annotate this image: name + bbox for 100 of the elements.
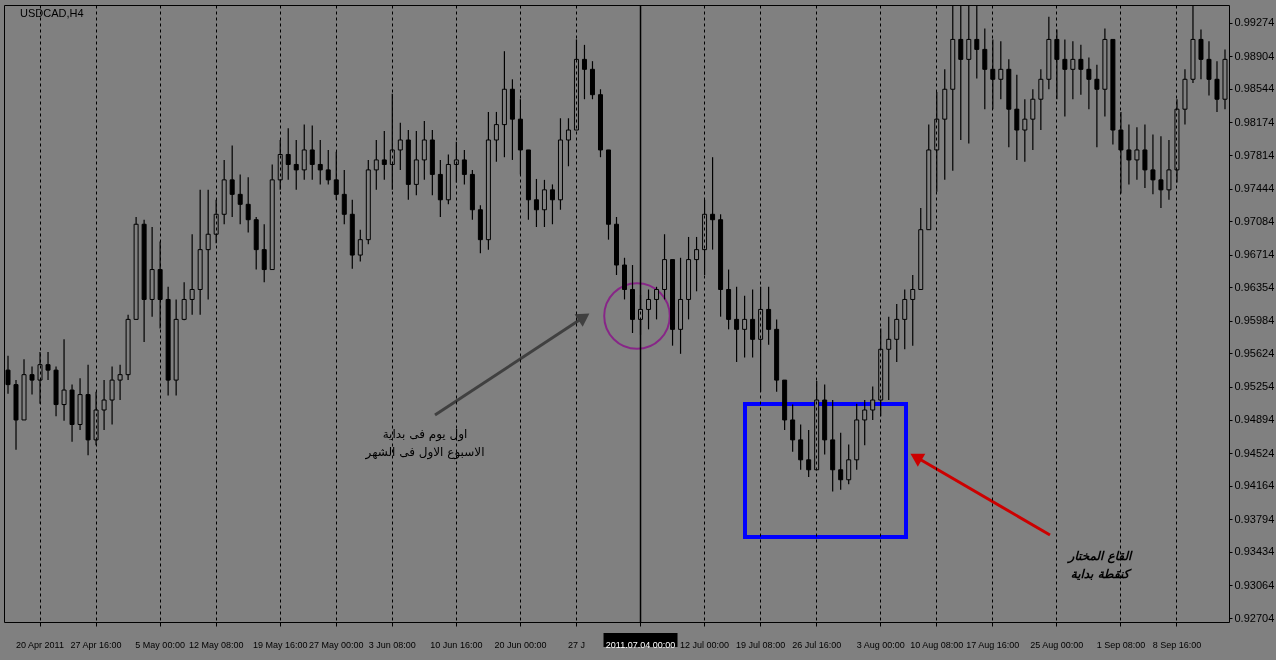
candlestick <box>293 139 299 191</box>
candlestick <box>1070 40 1076 100</box>
candlestick <box>750 288 756 359</box>
candlestick <box>1078 44 1084 96</box>
x-tick-label: 25 Aug 00:00 <box>1030 639 1084 650</box>
candlestick <box>181 281 187 321</box>
candlestick <box>846 443 852 485</box>
y-tick-label: 0.93434 <box>1234 545 1275 558</box>
candlestick <box>237 173 243 225</box>
candlestick <box>309 124 315 181</box>
candlestick <box>694 236 700 292</box>
x-tick-label: 27 J <box>567 639 585 650</box>
x-tick-label: 27 Apr 16:00 <box>70 639 122 650</box>
x-tick-label: 5 May 00:00 <box>135 639 185 650</box>
candlestick <box>229 144 235 218</box>
candlestick <box>61 338 67 422</box>
y-tick-label: 0.98174 <box>1234 115 1275 128</box>
y-tick-label: 0.97444 <box>1234 182 1275 195</box>
y-tick-label: 0.95254 <box>1234 380 1275 393</box>
candlestick <box>1134 126 1140 181</box>
y-tick-label: 0.97084 <box>1234 214 1275 227</box>
candlestick <box>1038 68 1044 131</box>
candlestick <box>357 229 363 262</box>
candlestick <box>1062 38 1068 118</box>
x-tick-label: 26 Jul 16:00 <box>792 639 842 650</box>
candlestick <box>109 365 115 426</box>
candlestick <box>1014 74 1020 161</box>
candlestick <box>742 295 748 359</box>
candlestick <box>982 27 988 110</box>
candlestick <box>341 169 347 225</box>
candlestick <box>1086 56 1092 110</box>
x-tick-label: 20 Apr 2011 <box>16 639 64 650</box>
candlestick <box>285 127 291 181</box>
candlestick <box>45 351 51 381</box>
candlestick <box>998 40 1004 100</box>
candlestick <box>381 130 387 181</box>
x-tick-label: 3 Jun 08:00 <box>368 639 416 650</box>
x-tick-label: 10 Jun 16:00 <box>430 639 483 650</box>
x-tick-label: 19 May 16:00 <box>252 639 308 650</box>
candlestick <box>317 139 323 185</box>
candlestick <box>189 233 195 316</box>
candlestick <box>1206 40 1212 97</box>
candlestick <box>549 183 555 225</box>
y-tick-label: 0.98904 <box>1234 49 1275 62</box>
candlestick <box>421 120 427 181</box>
candlestick <box>1142 123 1148 189</box>
candlestick <box>894 303 900 363</box>
candlestick <box>910 274 916 347</box>
x-tick-label: 17 Aug 16:00 <box>966 639 1020 650</box>
annotation: القاع المختار كنقطة بداية <box>1066 549 1134 581</box>
candlestick <box>710 156 716 251</box>
candlestick <box>838 432 844 491</box>
candlestick <box>798 423 804 471</box>
candlestick <box>646 288 652 330</box>
candlestick <box>117 364 123 401</box>
y-tick-label: 0.94894 <box>1234 413 1275 426</box>
candlestick <box>902 288 908 350</box>
candlestick <box>862 399 868 446</box>
candlestick <box>1022 98 1028 163</box>
x-tick-label: 27 May 00:00 <box>309 639 364 650</box>
candlestick <box>397 122 403 171</box>
y-tick-label: 0.95984 <box>1234 314 1275 327</box>
candlestick <box>581 44 587 100</box>
candlestick <box>1166 139 1172 201</box>
candlestick <box>806 429 812 478</box>
candlestick <box>1094 64 1100 148</box>
candlestick <box>1126 123 1132 185</box>
candlestick <box>1150 133 1156 195</box>
y-tick-label: 0.92704 <box>1234 611 1275 624</box>
y-tick-label: 0.94524 <box>1234 446 1275 459</box>
annotation: اول يوم فى بداية الاسبوع الاول فى الشهر <box>364 427 485 460</box>
x-tick-label: 12 Jul 00:00 <box>680 639 730 650</box>
candlestick <box>461 149 467 185</box>
candlestick <box>205 189 211 301</box>
candlestick <box>1158 135 1164 209</box>
x-tick-label: 12 May 08:00 <box>188 639 244 650</box>
candlestick <box>245 176 251 234</box>
candlestick <box>301 123 307 181</box>
x-tick-label: 8 Sep 16:00 <box>1152 639 1202 650</box>
x-tick-label: 3 Aug 00:00 <box>856 639 905 650</box>
y-tick-label: 0.95624 <box>1234 346 1275 359</box>
y-tick-label: 0.96714 <box>1234 248 1275 261</box>
candlestick <box>261 223 267 283</box>
x-tick-label: 19 Jul 08:00 <box>736 639 786 650</box>
y-tick-label: 0.93794 <box>1234 512 1275 525</box>
candlestick <box>533 178 539 228</box>
x-tick-label: 10 Aug 08:00 <box>910 639 964 650</box>
y-tick-label: 0.94164 <box>1234 479 1275 492</box>
chart-title: USDCAD,H4 <box>20 7 84 19</box>
x-tick-label: 2011.07.04 00:00 <box>605 639 676 650</box>
candlestick <box>29 365 35 396</box>
candlestick <box>541 179 547 228</box>
candlestick <box>101 379 107 431</box>
candlestick <box>734 286 740 363</box>
y-tick-label: 0.93064 <box>1234 578 1275 591</box>
y-tick-label: 0.98544 <box>1234 82 1275 95</box>
candlestick <box>1198 28 1204 80</box>
candlestick <box>870 385 876 421</box>
candlestick <box>886 316 892 401</box>
x-tick-label: 20 Jun 00:00 <box>494 639 547 650</box>
